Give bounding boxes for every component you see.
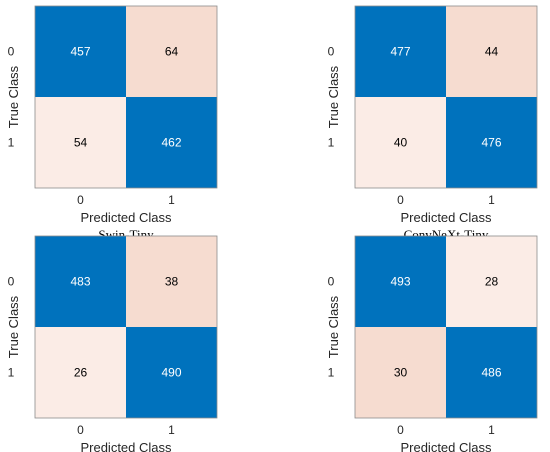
cell-value-label: 44 bbox=[485, 45, 499, 59]
matrix-cell bbox=[126, 6, 217, 97]
cell-value-label: 26 bbox=[74, 366, 88, 380]
matrix-cell bbox=[355, 236, 446, 327]
x-tick-label: 0 bbox=[77, 193, 84, 207]
matrix-cell bbox=[35, 6, 126, 97]
x-axis-label: Predicted Class bbox=[400, 440, 492, 452]
x-axis-label: Predicted Class bbox=[80, 210, 172, 225]
cell-value-label: 483 bbox=[70, 275, 90, 289]
matrix-cell bbox=[446, 327, 537, 418]
cell-value-label: 490 bbox=[161, 366, 181, 380]
y-tick-label: 1 bbox=[328, 136, 335, 150]
y-tick-label: 1 bbox=[8, 366, 15, 380]
matrix-cell bbox=[35, 236, 126, 327]
cell-value-label: 64 bbox=[165, 45, 179, 59]
y-tick-label: 1 bbox=[8, 136, 15, 150]
x-axis-label: Predicted Class bbox=[400, 210, 492, 225]
matrix-frame bbox=[34, 5, 218, 189]
x-tick-label: 0 bbox=[397, 193, 404, 207]
matrix-cell bbox=[126, 236, 217, 327]
cell-value-label: 30 bbox=[394, 366, 408, 380]
x-tick-label: 0 bbox=[77, 423, 84, 437]
cell-value-label: 477 bbox=[390, 45, 410, 59]
x-tick-label: 1 bbox=[488, 193, 495, 207]
x-tick-label: 1 bbox=[168, 193, 175, 207]
cell-value-label: 462 bbox=[161, 136, 181, 150]
y-axis-label: True Class bbox=[6, 65, 21, 128]
cell-value-label: 28 bbox=[485, 275, 499, 289]
cell-value-label: 38 bbox=[165, 275, 179, 289]
matrix-frame bbox=[354, 235, 538, 419]
y-tick-label: 0 bbox=[8, 45, 15, 59]
matrix-frame bbox=[354, 5, 538, 189]
matrix-cell bbox=[126, 327, 217, 418]
x-axis-label: Predicted Class bbox=[80, 440, 172, 452]
cell-value-label: 457 bbox=[70, 45, 90, 59]
matrix-cell bbox=[355, 6, 446, 97]
cell-value-label: 54 bbox=[74, 136, 88, 150]
matrix-cell bbox=[446, 6, 537, 97]
cell-value-label: 486 bbox=[481, 366, 501, 380]
cell-value-label: 40 bbox=[394, 136, 408, 150]
x-tick-label: 1 bbox=[168, 423, 175, 437]
x-tick-label: 0 bbox=[397, 423, 404, 437]
y-axis-label: True Class bbox=[6, 295, 21, 358]
x-tick-label: 1 bbox=[488, 423, 495, 437]
matrix-cell bbox=[35, 327, 126, 418]
y-tick-label: 0 bbox=[8, 275, 15, 289]
matrix-cell bbox=[446, 236, 537, 327]
cell-value-label: 493 bbox=[390, 275, 410, 289]
matrix-cell bbox=[355, 97, 446, 188]
y-axis-label: True Class bbox=[326, 65, 341, 128]
cell-value-label: 476 bbox=[481, 136, 501, 150]
matrix-cell bbox=[126, 97, 217, 188]
matrix-cell bbox=[446, 97, 537, 188]
matrix-cell bbox=[35, 97, 126, 188]
matrix-cell bbox=[355, 327, 446, 418]
y-axis-label: True Class bbox=[326, 295, 341, 358]
y-tick-label: 0 bbox=[328, 45, 335, 59]
y-tick-label: 0 bbox=[328, 275, 335, 289]
matrix-frame bbox=[34, 235, 218, 419]
y-tick-label: 1 bbox=[328, 366, 335, 380]
